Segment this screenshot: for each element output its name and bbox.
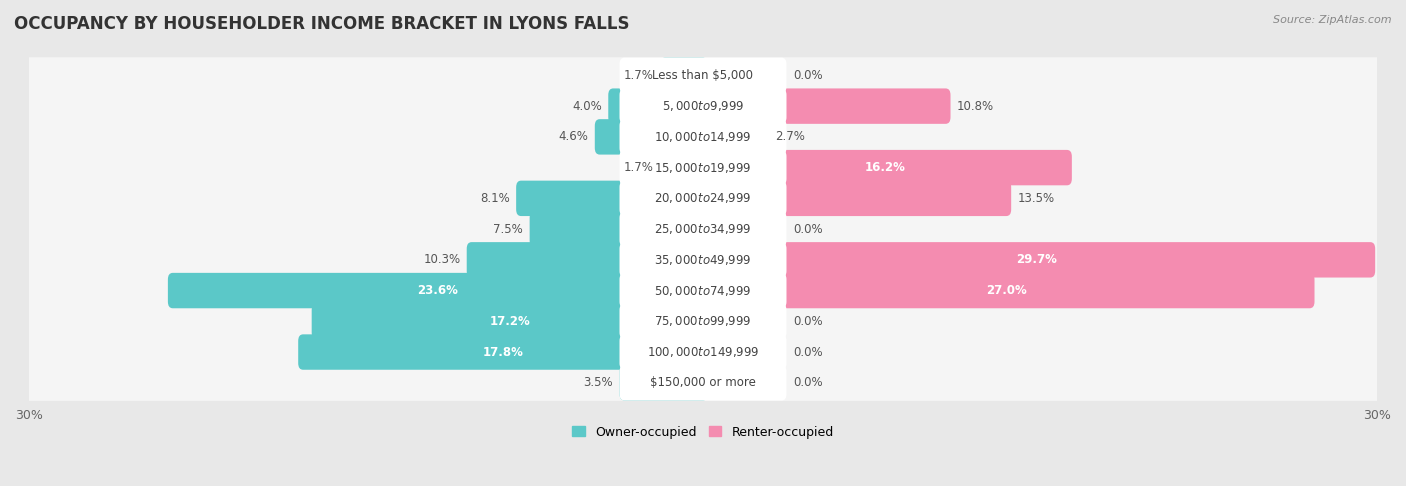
- Text: 8.1%: 8.1%: [479, 192, 510, 205]
- FancyBboxPatch shape: [21, 150, 1385, 186]
- FancyBboxPatch shape: [21, 57, 1385, 93]
- Legend: Owner-occupied, Renter-occupied: Owner-occupied, Renter-occupied: [568, 420, 838, 444]
- FancyBboxPatch shape: [21, 364, 1385, 401]
- Text: $10,000 to $14,999: $10,000 to $14,999: [654, 130, 752, 144]
- Text: 10.3%: 10.3%: [423, 253, 460, 266]
- Text: $50,000 to $74,999: $50,000 to $74,999: [654, 283, 752, 297]
- FancyBboxPatch shape: [312, 304, 707, 339]
- FancyBboxPatch shape: [620, 119, 786, 155]
- Text: Source: ZipAtlas.com: Source: ZipAtlas.com: [1274, 15, 1392, 25]
- Text: 27.0%: 27.0%: [986, 284, 1026, 297]
- FancyBboxPatch shape: [21, 119, 1385, 155]
- Text: 0.0%: 0.0%: [793, 376, 823, 389]
- Text: 2.7%: 2.7%: [775, 130, 804, 143]
- FancyBboxPatch shape: [699, 119, 769, 155]
- FancyBboxPatch shape: [699, 88, 950, 124]
- Text: 10.8%: 10.8%: [957, 100, 994, 113]
- Text: 4.0%: 4.0%: [572, 100, 602, 113]
- FancyBboxPatch shape: [21, 303, 1385, 339]
- Text: 23.6%: 23.6%: [418, 284, 458, 297]
- Text: 1.7%: 1.7%: [624, 161, 654, 174]
- FancyBboxPatch shape: [620, 365, 707, 400]
- FancyBboxPatch shape: [699, 150, 1071, 185]
- FancyBboxPatch shape: [620, 304, 786, 339]
- FancyBboxPatch shape: [609, 88, 707, 124]
- FancyBboxPatch shape: [21, 180, 1385, 216]
- Text: $20,000 to $24,999: $20,000 to $24,999: [654, 191, 752, 206]
- Text: 4.6%: 4.6%: [558, 130, 588, 143]
- FancyBboxPatch shape: [21, 242, 1385, 278]
- Text: $5,000 to $9,999: $5,000 to $9,999: [662, 99, 744, 113]
- FancyBboxPatch shape: [659, 150, 707, 185]
- FancyBboxPatch shape: [699, 242, 1375, 278]
- Text: 1.7%: 1.7%: [624, 69, 654, 82]
- Text: Less than $5,000: Less than $5,000: [652, 69, 754, 82]
- FancyBboxPatch shape: [620, 58, 786, 93]
- Text: $35,000 to $49,999: $35,000 to $49,999: [654, 253, 752, 267]
- FancyBboxPatch shape: [620, 150, 786, 185]
- Text: 13.5%: 13.5%: [1018, 192, 1054, 205]
- Text: 3.5%: 3.5%: [583, 376, 613, 389]
- FancyBboxPatch shape: [467, 242, 707, 278]
- Text: 0.0%: 0.0%: [793, 315, 823, 328]
- FancyBboxPatch shape: [530, 211, 707, 247]
- FancyBboxPatch shape: [620, 334, 786, 370]
- FancyBboxPatch shape: [620, 273, 786, 308]
- Text: 0.0%: 0.0%: [793, 346, 823, 359]
- Text: 29.7%: 29.7%: [1017, 253, 1057, 266]
- FancyBboxPatch shape: [167, 273, 707, 308]
- FancyBboxPatch shape: [620, 181, 786, 216]
- Text: $75,000 to $99,999: $75,000 to $99,999: [654, 314, 752, 329]
- Text: 17.8%: 17.8%: [482, 346, 523, 359]
- FancyBboxPatch shape: [21, 334, 1385, 370]
- FancyBboxPatch shape: [699, 273, 1315, 308]
- Text: 7.5%: 7.5%: [494, 223, 523, 236]
- Text: 0.0%: 0.0%: [793, 69, 823, 82]
- Text: 17.2%: 17.2%: [489, 315, 530, 328]
- Text: OCCUPANCY BY HOUSEHOLDER INCOME BRACKET IN LYONS FALLS: OCCUPANCY BY HOUSEHOLDER INCOME BRACKET …: [14, 15, 630, 33]
- FancyBboxPatch shape: [699, 181, 1011, 216]
- Text: 16.2%: 16.2%: [865, 161, 905, 174]
- FancyBboxPatch shape: [595, 119, 707, 155]
- FancyBboxPatch shape: [620, 88, 786, 124]
- Text: $100,000 to $149,999: $100,000 to $149,999: [647, 345, 759, 359]
- FancyBboxPatch shape: [516, 181, 707, 216]
- Text: $15,000 to $19,999: $15,000 to $19,999: [654, 160, 752, 174]
- Text: $25,000 to $34,999: $25,000 to $34,999: [654, 222, 752, 236]
- FancyBboxPatch shape: [298, 334, 707, 370]
- FancyBboxPatch shape: [21, 88, 1385, 124]
- FancyBboxPatch shape: [21, 211, 1385, 247]
- FancyBboxPatch shape: [659, 58, 707, 93]
- FancyBboxPatch shape: [620, 365, 786, 400]
- FancyBboxPatch shape: [620, 242, 786, 278]
- FancyBboxPatch shape: [21, 273, 1385, 309]
- Text: 0.0%: 0.0%: [793, 223, 823, 236]
- Text: $150,000 or more: $150,000 or more: [650, 376, 756, 389]
- FancyBboxPatch shape: [620, 211, 786, 247]
